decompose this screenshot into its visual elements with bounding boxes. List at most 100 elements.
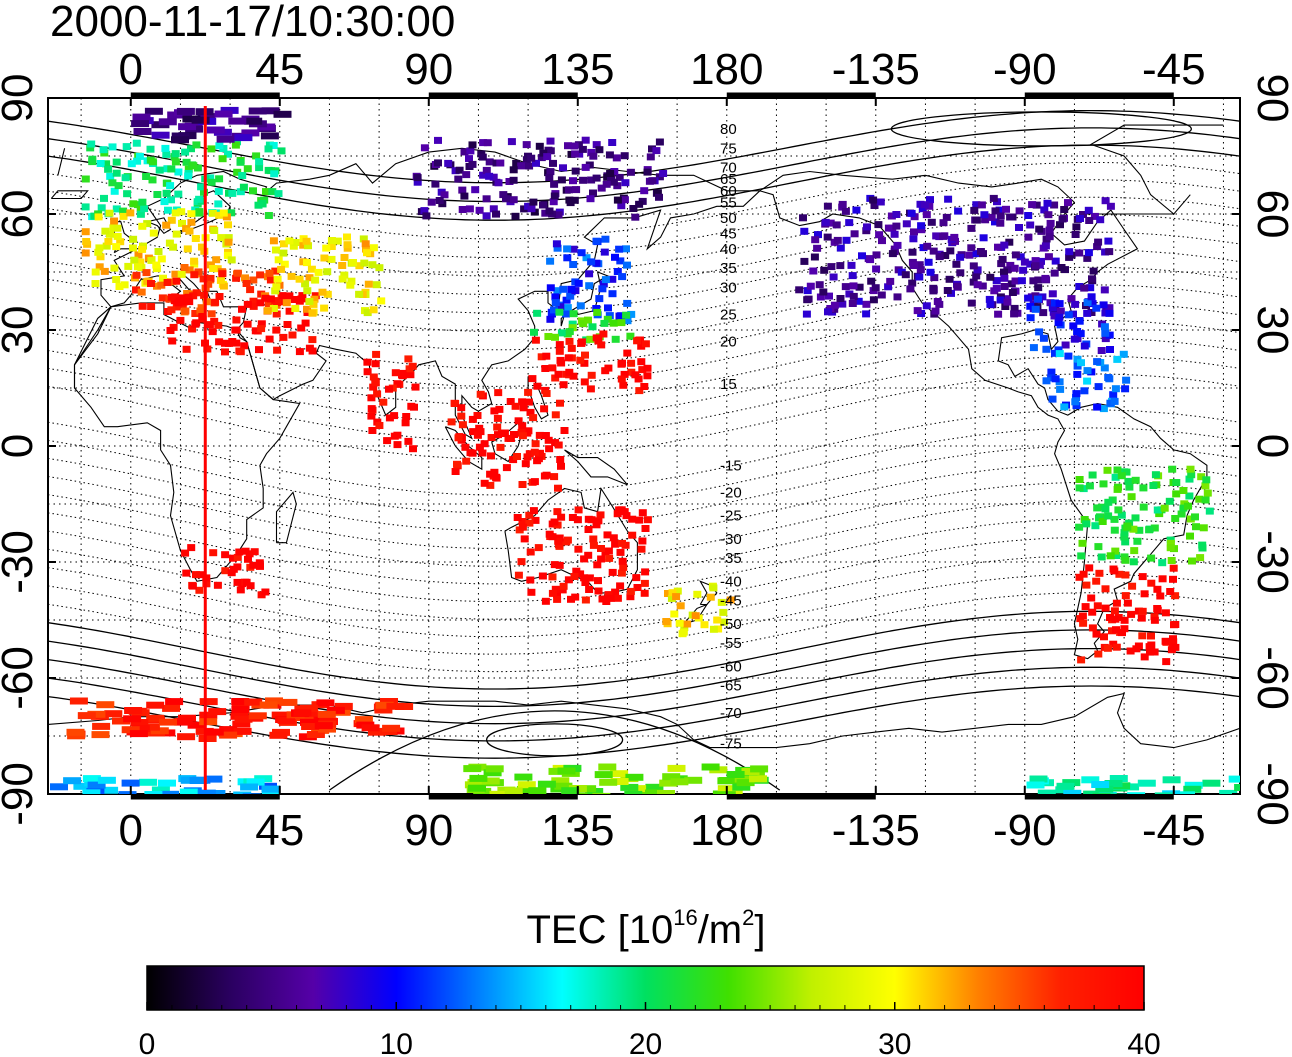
tec-cell bbox=[1234, 784, 1240, 791]
tec-cell bbox=[548, 364, 557, 372]
tec-cell bbox=[1072, 390, 1081, 398]
tec-cell bbox=[823, 202, 832, 210]
tec-cell bbox=[571, 593, 580, 601]
tec-cell bbox=[1121, 556, 1130, 564]
tec-cell bbox=[455, 166, 464, 174]
tec-cell bbox=[641, 340, 650, 348]
tec-cell bbox=[287, 272, 296, 280]
tec-cell bbox=[662, 773, 681, 781]
tec-cell bbox=[888, 224, 897, 232]
tec-cell bbox=[262, 188, 270, 196]
tec-cell bbox=[867, 277, 876, 285]
tec-cell bbox=[112, 158, 121, 166]
tec-cell bbox=[1186, 532, 1194, 540]
tec-cell bbox=[655, 138, 664, 146]
tec-cell bbox=[490, 407, 499, 415]
tec-cell bbox=[706, 593, 715, 601]
left-latitude-tick-label: 0 bbox=[0, 434, 42, 458]
tec-cell bbox=[676, 602, 685, 610]
tec-cell bbox=[633, 337, 642, 345]
tec-cell bbox=[410, 403, 418, 411]
tec-cell bbox=[1088, 624, 1097, 632]
tec-cell bbox=[198, 735, 217, 742]
tec-cell bbox=[863, 223, 871, 231]
tec-cell bbox=[215, 175, 224, 183]
tec-cell bbox=[981, 216, 990, 224]
tec-cell bbox=[124, 707, 143, 714]
tec-cell bbox=[1120, 625, 1129, 633]
tec-cell bbox=[1145, 526, 1154, 534]
tec-region-new-zealand bbox=[662, 582, 735, 638]
tec-cell bbox=[192, 571, 200, 579]
tec-cell bbox=[521, 460, 530, 468]
tec-cell bbox=[468, 160, 477, 168]
tec-cell bbox=[1056, 782, 1075, 790]
tec-cell bbox=[645, 783, 664, 791]
tec-cell bbox=[1179, 504, 1188, 512]
tec-cell bbox=[190, 257, 199, 265]
tec-cell bbox=[1034, 295, 1042, 303]
tec-cell bbox=[1099, 405, 1108, 413]
tec-cell bbox=[468, 141, 477, 149]
tec-cell bbox=[152, 261, 161, 269]
tec-cell bbox=[136, 258, 145, 266]
tec-cell bbox=[617, 312, 626, 320]
tec-cell bbox=[309, 300, 318, 308]
north-magnetic-pole-contour bbox=[890, 111, 1192, 147]
tec-cell bbox=[1000, 283, 1009, 290]
tec-cell bbox=[933, 298, 942, 305]
tec-cell bbox=[241, 547, 250, 555]
tec-cell bbox=[191, 116, 210, 124]
tec-cell bbox=[398, 372, 407, 380]
tec-cell bbox=[655, 193, 663, 201]
tec-cell bbox=[1184, 502, 1192, 510]
tec-cell bbox=[888, 250, 897, 258]
tec-cell bbox=[567, 595, 575, 603]
tec-cell bbox=[192, 141, 201, 149]
tec-cell bbox=[541, 209, 550, 217]
left-latitude-tick-label: 90 bbox=[0, 74, 42, 123]
tec-cell bbox=[1171, 515, 1180, 522]
tec-cell bbox=[569, 245, 578, 253]
tec-cell bbox=[1138, 607, 1147, 615]
tec-cell bbox=[546, 284, 555, 292]
tec-cell bbox=[996, 296, 1005, 304]
tec-cell bbox=[869, 296, 878, 304]
tec-cell bbox=[593, 308, 602, 316]
tec-cell bbox=[553, 508, 562, 516]
tec-cell bbox=[581, 351, 589, 359]
tec-cell bbox=[340, 271, 349, 279]
tec-cell bbox=[1094, 650, 1103, 658]
tec-cell bbox=[129, 200, 138, 208]
tec-cell bbox=[627, 310, 636, 318]
tec-cell bbox=[218, 270, 227, 278]
tec-cell bbox=[1150, 613, 1159, 621]
tec-cell bbox=[620, 196, 629, 204]
colorbar-title: TEC [1016/m2] bbox=[526, 905, 766, 953]
tec-cell bbox=[1024, 294, 1033, 302]
tec-cell bbox=[991, 218, 999, 226]
tec-cell bbox=[1112, 643, 1121, 651]
tec-cell bbox=[1011, 251, 1020, 259]
tec-cell bbox=[460, 192, 469, 200]
tec-cell bbox=[1056, 221, 1064, 229]
tec-cell bbox=[244, 698, 263, 706]
tec-cell bbox=[929, 247, 938, 255]
tec-cell bbox=[1024, 212, 1033, 219]
tec-cell bbox=[908, 248, 917, 256]
tec-cell bbox=[1041, 274, 1050, 282]
tec-cell bbox=[592, 334, 601, 342]
tec-cell bbox=[427, 198, 436, 206]
tec-cell bbox=[206, 274, 215, 282]
tec-cell bbox=[603, 315, 612, 323]
tec-cell bbox=[622, 512, 631, 520]
tec-cell bbox=[563, 245, 572, 253]
tec-cell bbox=[207, 178, 216, 186]
tec-cell bbox=[551, 293, 560, 301]
mlat-label: 75 bbox=[720, 140, 737, 157]
tec-cell bbox=[1019, 266, 1028, 274]
tec-cell bbox=[1120, 533, 1129, 541]
tec-cell bbox=[211, 298, 220, 306]
tec-cell bbox=[305, 298, 314, 305]
tec-region-siberia bbox=[412, 136, 668, 221]
